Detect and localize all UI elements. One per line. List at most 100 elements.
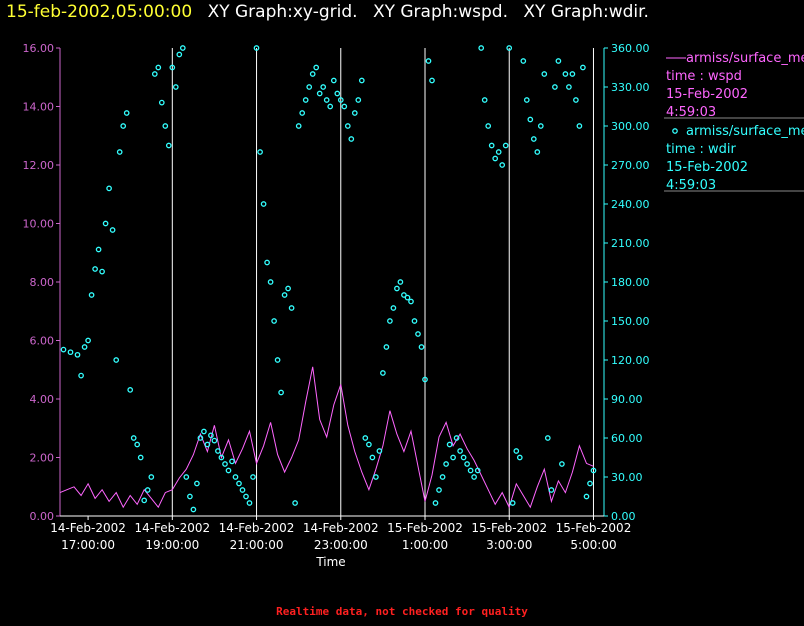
wdir-point [576, 123, 583, 129]
wdir-point [158, 99, 165, 106]
chart-title: 15-feb-2002,05:00:00 XY Graph:xy-grid. X… [6, 2, 649, 22]
legend-text-line1: armiss/surface_me [686, 51, 804, 66]
wdir-point [222, 461, 228, 467]
x-tick-label-time: 1:00:00 [402, 538, 448, 552]
wdir-point [351, 110, 358, 116]
legend-circle-swatch [672, 128, 678, 134]
wdir-point [162, 123, 169, 129]
wdir-point [187, 493, 193, 500]
wdir-point [411, 318, 418, 324]
wdir-point [587, 480, 593, 487]
wdir-point [401, 292, 407, 298]
wdir-point [151, 71, 158, 77]
title-graph-wdir: XY Graph:wdir. [523, 2, 649, 22]
wdir-point [67, 349, 74, 356]
wdir-point [474, 467, 481, 474]
wdir-point [337, 97, 344, 103]
wdir-point [250, 474, 256, 480]
wdir-point [236, 480, 242, 487]
wdir-point [260, 201, 267, 207]
y-left-tick-label: 12.00 [23, 159, 55, 172]
x-tick-label-date: 15-Feb-2002 [556, 521, 632, 535]
wdir-point [176, 51, 183, 58]
wdir-point [197, 435, 204, 441]
y-left-tick-label: 14.00 [23, 101, 55, 114]
wdir-point [148, 474, 155, 480]
wdir-point [102, 220, 109, 227]
wdir-point [225, 467, 232, 474]
wdir-point [179, 45, 186, 51]
wdir-point [278, 389, 284, 396]
wdir-point [137, 454, 144, 461]
wdir-point [464, 461, 470, 467]
y-right-tick-label: 300.00 [611, 120, 650, 133]
wdir-point [355, 97, 362, 103]
wdir-point [446, 441, 453, 448]
wdir-point [344, 123, 351, 129]
wdir-point [348, 136, 355, 142]
wdir-point [306, 84, 313, 90]
wspd-series [59, 366, 594, 509]
x-tick-label-date: 15-Feb-2002 [471, 521, 547, 535]
wdir-point [88, 292, 95, 298]
wdir-point [460, 454, 467, 461]
wdir-point [309, 71, 316, 77]
wdir-point [552, 84, 558, 90]
quality-notice: Realtime data, not checked for quality [276, 605, 528, 618]
wdir-point [366, 441, 372, 448]
legend-text-line3: 15-Feb-2002 [666, 160, 748, 175]
y-right-tick-label: 270.00 [611, 159, 650, 172]
wdir-point [106, 185, 112, 192]
wdir-point [229, 458, 235, 465]
wdir-point [330, 77, 337, 84]
wdir-point [358, 77, 365, 84]
wdir-point [267, 279, 274, 285]
vertical-grid [171, 48, 594, 516]
wdir-point [453, 435, 460, 441]
wdir-point [74, 351, 81, 358]
wdir-point [527, 116, 534, 123]
wdir-point [85, 337, 91, 344]
wdir-point [201, 428, 207, 435]
wdir-point [467, 467, 474, 474]
wdir-point [288, 305, 295, 311]
x-tick-label-time: 21:00:00 [230, 538, 284, 552]
wdir-point [239, 487, 246, 493]
y-right-tick-label: 0.00 [611, 510, 636, 523]
wdir-point [422, 376, 428, 383]
x-tick-label-time: 19:00:00 [145, 538, 199, 552]
wdir-point [183, 474, 190, 480]
wdir-point [316, 90, 323, 97]
wdir-point [285, 285, 291, 292]
y-left-tick-label: 8.00 [30, 276, 55, 289]
wdir-point [534, 149, 541, 155]
wdir-point [281, 292, 288, 298]
wdir-point [109, 227, 116, 233]
legend-text-line1: armiss/surface_me [686, 124, 804, 139]
wdir-point [569, 71, 576, 77]
legend-text-line2: time : wdir [666, 142, 737, 157]
legend-text-line4: 4:59:03 [666, 105, 716, 120]
wdir-point [218, 454, 225, 461]
wdir-point [513, 448, 520, 454]
wdir-point [246, 500, 253, 506]
wdir-point [376, 448, 383, 454]
wdir-point [471, 474, 477, 480]
wdir-point [327, 103, 334, 110]
legend-text-line3: 15-Feb-2002 [666, 87, 748, 102]
wdir-point [292, 500, 298, 506]
wdir-point [113, 357, 120, 363]
wdir-point [541, 71, 548, 77]
wdir-point [583, 493, 590, 500]
y-right-tick-label: 210.00 [611, 237, 650, 250]
wdir-point [429, 77, 435, 84]
y-right-tick-label: 330.00 [611, 81, 650, 94]
wdir-point [373, 474, 379, 480]
wdir-point [141, 497, 148, 504]
wdir-point [418, 344, 425, 350]
wdir-point [380, 370, 386, 376]
wdir-point [443, 461, 449, 467]
y-right-tick-label: 90.00 [611, 393, 643, 406]
y-right-tick-label: 180.00 [611, 276, 650, 289]
x-tick-label-date: 14-Feb-2002 [50, 521, 126, 535]
